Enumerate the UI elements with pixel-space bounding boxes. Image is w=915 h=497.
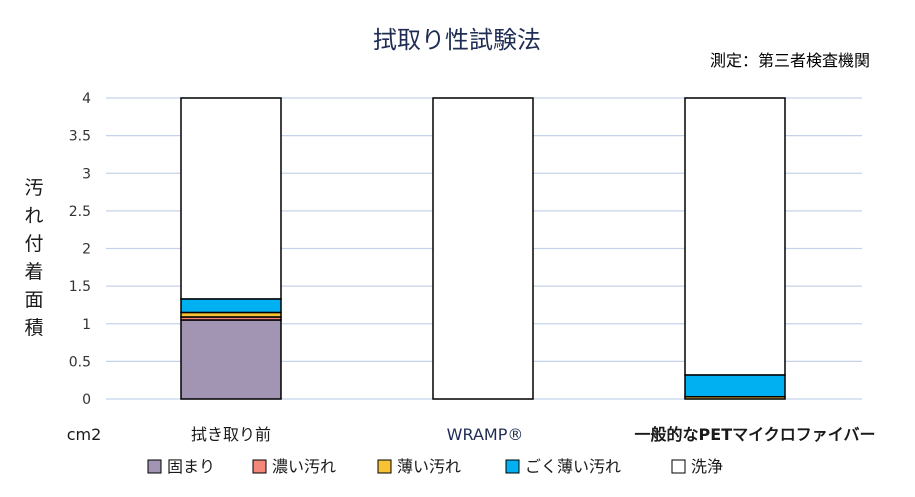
bar-segment <box>180 298 282 314</box>
bar-segment <box>684 97 786 376</box>
chart-subtitle: 測定：第三者検査機関 <box>710 51 870 70</box>
legend-label: 濃い汚れ <box>272 457 336 476</box>
y-tick-label: 2.5 <box>69 204 91 220</box>
y-axis-label-char: 面 <box>24 289 43 311</box>
y-axis-label-char: 積 <box>24 317 43 339</box>
y-axis-label-char: 着 <box>24 261 43 283</box>
legend-label: 薄い汚れ <box>397 457 461 476</box>
legend-swatch <box>377 459 392 474</box>
legend-swatch <box>147 459 162 474</box>
x-tick-label: WRAMP® <box>447 425 524 444</box>
x-tick-label: 一般的なPETマイクロファイバー <box>635 425 876 444</box>
y-tick-label: 1 <box>82 317 91 333</box>
x-tick-labels: 拭き取り前 WRAMP® 一般的なPETマイクロファイバー <box>191 425 875 444</box>
y-tick-label: 3 <box>82 166 91 182</box>
y-tick-label: 4 <box>82 91 91 107</box>
chart-title: 拭取り性試験法 <box>373 26 541 54</box>
legend-label: 洗浄 <box>691 457 723 476</box>
legend-swatch <box>671 459 686 474</box>
y-tick-labels: 0 0.5 1 1.5 2 2.5 3 3.5 4 <box>69 91 91 408</box>
y-tick-label: 0 <box>82 392 91 408</box>
legend-swatch <box>505 459 520 474</box>
legend: 固まり 濃い汚れ 薄い汚れ ごく薄い汚れ 洗浄 <box>147 457 723 476</box>
y-axis-label-char: れ <box>24 205 43 227</box>
y-tick-label: 2 <box>82 242 91 258</box>
legend-swatch <box>252 459 267 474</box>
x-tick-label: 拭き取り前 <box>191 425 271 444</box>
bar-segment <box>432 97 534 400</box>
bar-segment <box>180 319 282 400</box>
y-axis-unit: cm2 <box>67 425 102 444</box>
bar-segment <box>180 97 282 300</box>
bar-segment <box>684 374 786 398</box>
y-axis-label-char: 付 <box>24 233 43 255</box>
bars <box>180 97 786 400</box>
y-axis-label-char: 汚 <box>24 177 43 199</box>
legend-label: 固まり <box>167 457 215 476</box>
y-tick-label: 3.5 <box>69 129 91 145</box>
y-tick-label: 1.5 <box>69 279 91 295</box>
legend-label: ごく薄い汚れ <box>525 457 621 476</box>
y-tick-label: 0.5 <box>69 354 91 370</box>
